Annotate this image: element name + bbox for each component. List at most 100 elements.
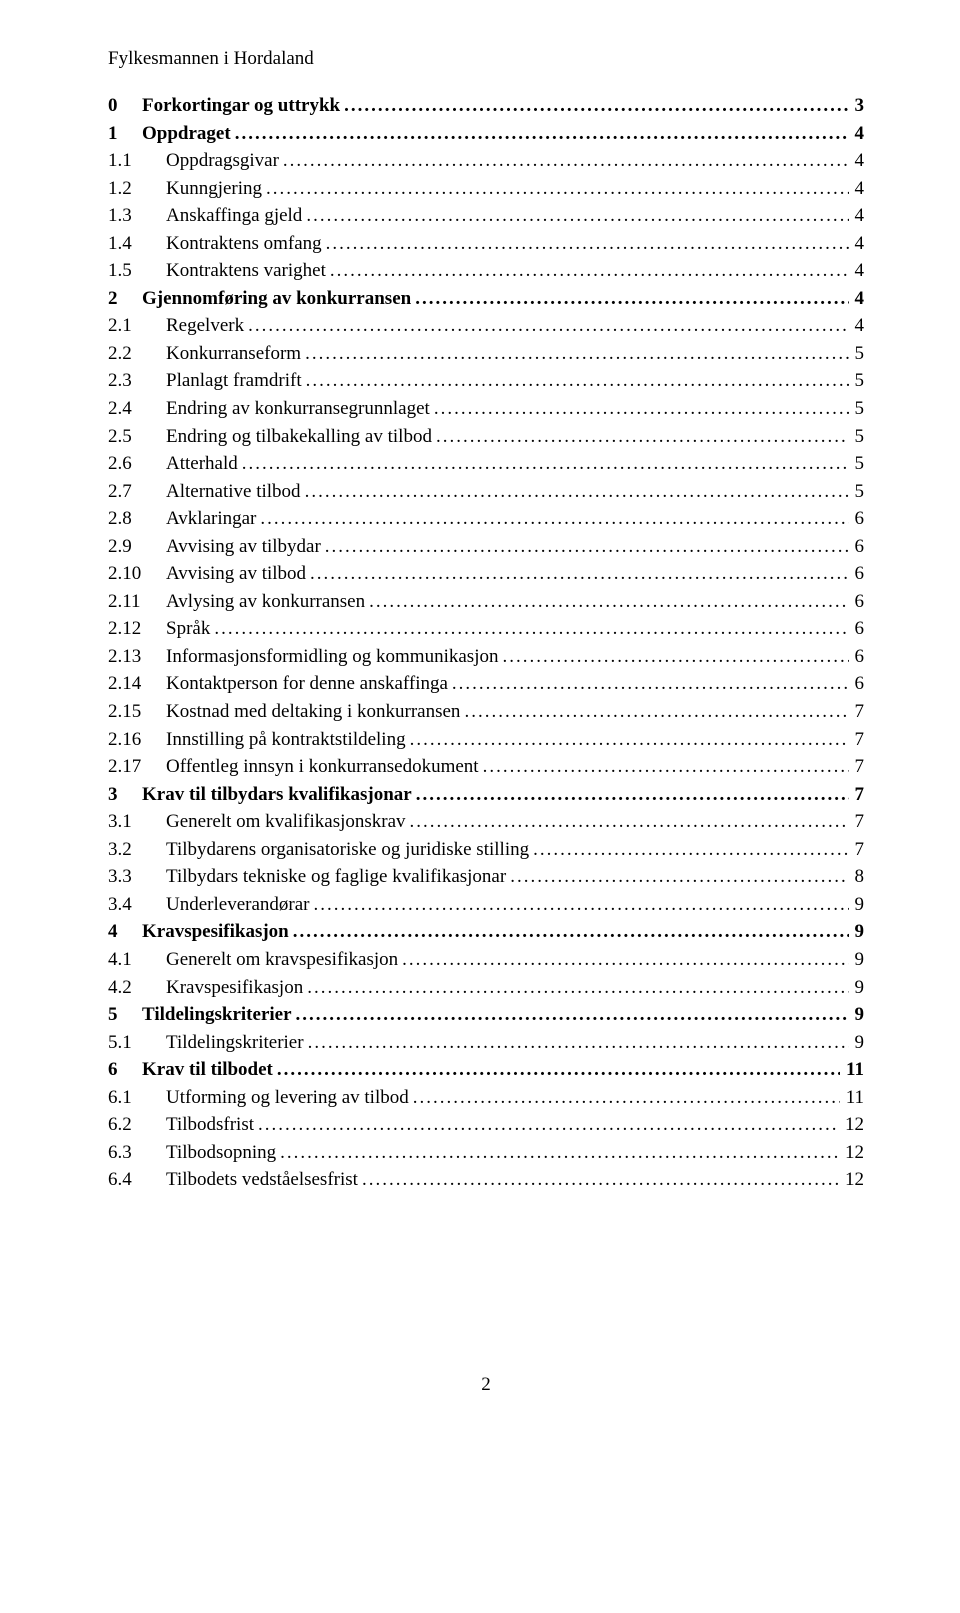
toc-entry-title: Tildelingskriterier <box>166 1029 308 1057</box>
toc-leader-dots <box>502 643 848 671</box>
toc-entry: 2.17Offentleg innsyn i konkurransedokume… <box>108 753 864 781</box>
toc-leader-dots <box>280 1139 839 1167</box>
toc-leader-dots <box>266 175 848 203</box>
toc-leader-dots <box>313 891 848 919</box>
toc-entry-number: 1.4 <box>108 230 166 258</box>
toc-entry-page: 4 <box>849 202 865 230</box>
toc-entry-page: 11 <box>840 1084 864 1112</box>
toc-entry: 2.7Alternative tilbod5 <box>108 478 864 506</box>
toc-entry: 0Forkortingar og uttrykk3 <box>108 92 864 120</box>
toc-entry-title: Generelt om kvalifikasjonskrav <box>166 808 410 836</box>
toc-entry: 4Kravspesifikasjon 9 <box>108 918 864 946</box>
toc-entry-number: 2.10 <box>108 560 166 588</box>
toc-entry-number: 1.1 <box>108 147 166 175</box>
toc-entry-title: Avlysing av konkurransen <box>166 588 369 616</box>
toc-entry-number: 2 <box>108 285 142 313</box>
toc-entry-page: 6 <box>849 670 865 698</box>
toc-entry-title: Kontraktens varighet <box>166 257 330 285</box>
toc-entry-title: Anskaffinga gjeld <box>166 202 306 230</box>
toc-leader-dots <box>235 120 849 148</box>
toc-entry-page: 7 <box>849 753 865 781</box>
toc-entry-number: 1.2 <box>108 175 166 203</box>
toc-entry-title: Generelt om kravspesifikasjon <box>166 946 402 974</box>
toc-entry-number: 0 <box>108 92 142 120</box>
toc-entry-number: 2.2 <box>108 340 166 368</box>
toc-entry: 3.3Tilbydars tekniske og faglige kvalifi… <box>108 863 864 891</box>
toc-entry-title: Tilbodsfrist <box>166 1111 258 1139</box>
toc-entry-number: 2.8 <box>108 505 166 533</box>
toc-entry-page: 4 <box>849 230 865 258</box>
toc-entry: 6Krav til tilbodet 11 <box>108 1056 864 1084</box>
toc-entry: 1.2Kunngjering4 <box>108 175 864 203</box>
toc-entry-title: Oppdraget <box>142 120 235 148</box>
toc-entry-page: 6 <box>849 615 865 643</box>
toc-entry-number: 6.1 <box>108 1084 166 1112</box>
toc-entry-number: 3.4 <box>108 891 166 919</box>
toc-leader-dots <box>307 974 848 1002</box>
toc-entry: 3.2Tilbydarens organisatoriske og juridi… <box>108 836 864 864</box>
toc-leader-dots <box>369 588 848 616</box>
toc-leader-dots <box>410 808 849 836</box>
toc-leader-dots <box>306 202 848 230</box>
toc-entry-number: 2.11 <box>108 588 166 616</box>
toc-entry-page: 9 <box>849 1001 865 1029</box>
toc-entry-title: Tilbydars tekniske og faglige kvalifikas… <box>166 863 510 891</box>
toc-leader-dots <box>330 257 849 285</box>
toc-entry-page: 12 <box>839 1166 864 1194</box>
toc-entry: 2.14Kontaktperson for denne anskaffinga6 <box>108 670 864 698</box>
toc-entry-page: 5 <box>849 367 865 395</box>
toc-entry-page: 8 <box>849 863 865 891</box>
toc-entry: 1.5Kontraktens varighet4 <box>108 257 864 285</box>
toc-entry-number: 3 <box>108 781 142 809</box>
toc-entry: 6.3Tilbodsopning12 <box>108 1139 864 1167</box>
toc-entry: 3.1Generelt om kvalifikasjonskrav7 <box>108 808 864 836</box>
toc-entry-title: Regelverk <box>166 312 248 340</box>
toc-entry-title: Oppdragsgivar <box>166 147 283 175</box>
toc-entry: 2.4Endring av konkurransegrunnlaget5 <box>108 395 864 423</box>
toc-entry-number: 2.5 <box>108 423 166 451</box>
toc-entry: 2.2Konkurranseform5 <box>108 340 864 368</box>
toc-entry-page: 7 <box>849 808 865 836</box>
toc-entry-page: 7 <box>849 836 865 864</box>
table-of-contents: 0Forkortingar og uttrykk31Oppdraget41.1O… <box>108 92 864 1194</box>
toc-entry-title: Tilbydarens organisatoriske og juridiske… <box>166 836 533 864</box>
toc-entry-title: Underleverandørar <box>166 891 313 919</box>
toc-entry-title: Offentleg innsyn i konkurransedokument <box>166 753 483 781</box>
toc-entry: 2.15Kostnad med deltaking i konkurransen… <box>108 698 864 726</box>
toc-leader-dots <box>436 423 849 451</box>
toc-entry-number: 6 <box>108 1056 142 1084</box>
toc-entry-page: 5 <box>849 395 865 423</box>
toc-entry-page: 11 <box>840 1056 864 1084</box>
toc-entry: 2.11Avlysing av konkurransen6 <box>108 588 864 616</box>
toc-entry-page: 6 <box>849 560 865 588</box>
toc-entry-number: 1.3 <box>108 202 166 230</box>
toc-entry: 1Oppdraget4 <box>108 120 864 148</box>
toc-entry: 2.10Avvising av tilbod6 <box>108 560 864 588</box>
toc-entry: 1.4Kontraktens omfang4 <box>108 230 864 258</box>
toc-leader-dots <box>452 670 849 698</box>
toc-entry-title: Krav til tilbodet <box>142 1056 277 1084</box>
toc-entry-page: 4 <box>849 312 865 340</box>
toc-entry-title: Utforming og levering av tilbod <box>166 1084 413 1112</box>
toc-leader-dots <box>326 230 849 258</box>
toc-entry-number: 4 <box>108 918 142 946</box>
toc-entry-page: 9 <box>849 1029 865 1057</box>
toc-entry-title: Kravspesifikasjon <box>142 918 293 946</box>
toc-entry-title: Kontaktperson for denne anskaffinga <box>166 670 452 698</box>
toc-entry-number: 2.1 <box>108 312 166 340</box>
toc-entry: 3.4Underleverandørar9 <box>108 891 864 919</box>
toc-leader-dots <box>305 340 848 368</box>
toc-leader-dots <box>416 781 849 809</box>
toc-entry: 2Gjennomføring av konkurransen4 <box>108 285 864 313</box>
toc-leader-dots <box>248 312 848 340</box>
toc-entry-number: 2.4 <box>108 395 166 423</box>
toc-leader-dots <box>296 1001 849 1029</box>
toc-entry-page: 4 <box>849 147 865 175</box>
toc-leader-dots <box>410 726 849 754</box>
toc-entry: 1.3Anskaffinga gjeld 4 <box>108 202 864 230</box>
toc-entry-title: Forkortingar og uttrykk <box>142 92 344 120</box>
toc-entry-page: 9 <box>849 918 865 946</box>
toc-entry-title: Avklaringar <box>166 505 260 533</box>
toc-entry-number: 1.5 <box>108 257 166 285</box>
toc-entry-title: Krav til tilbydars kvalifikasjonar <box>142 781 416 809</box>
